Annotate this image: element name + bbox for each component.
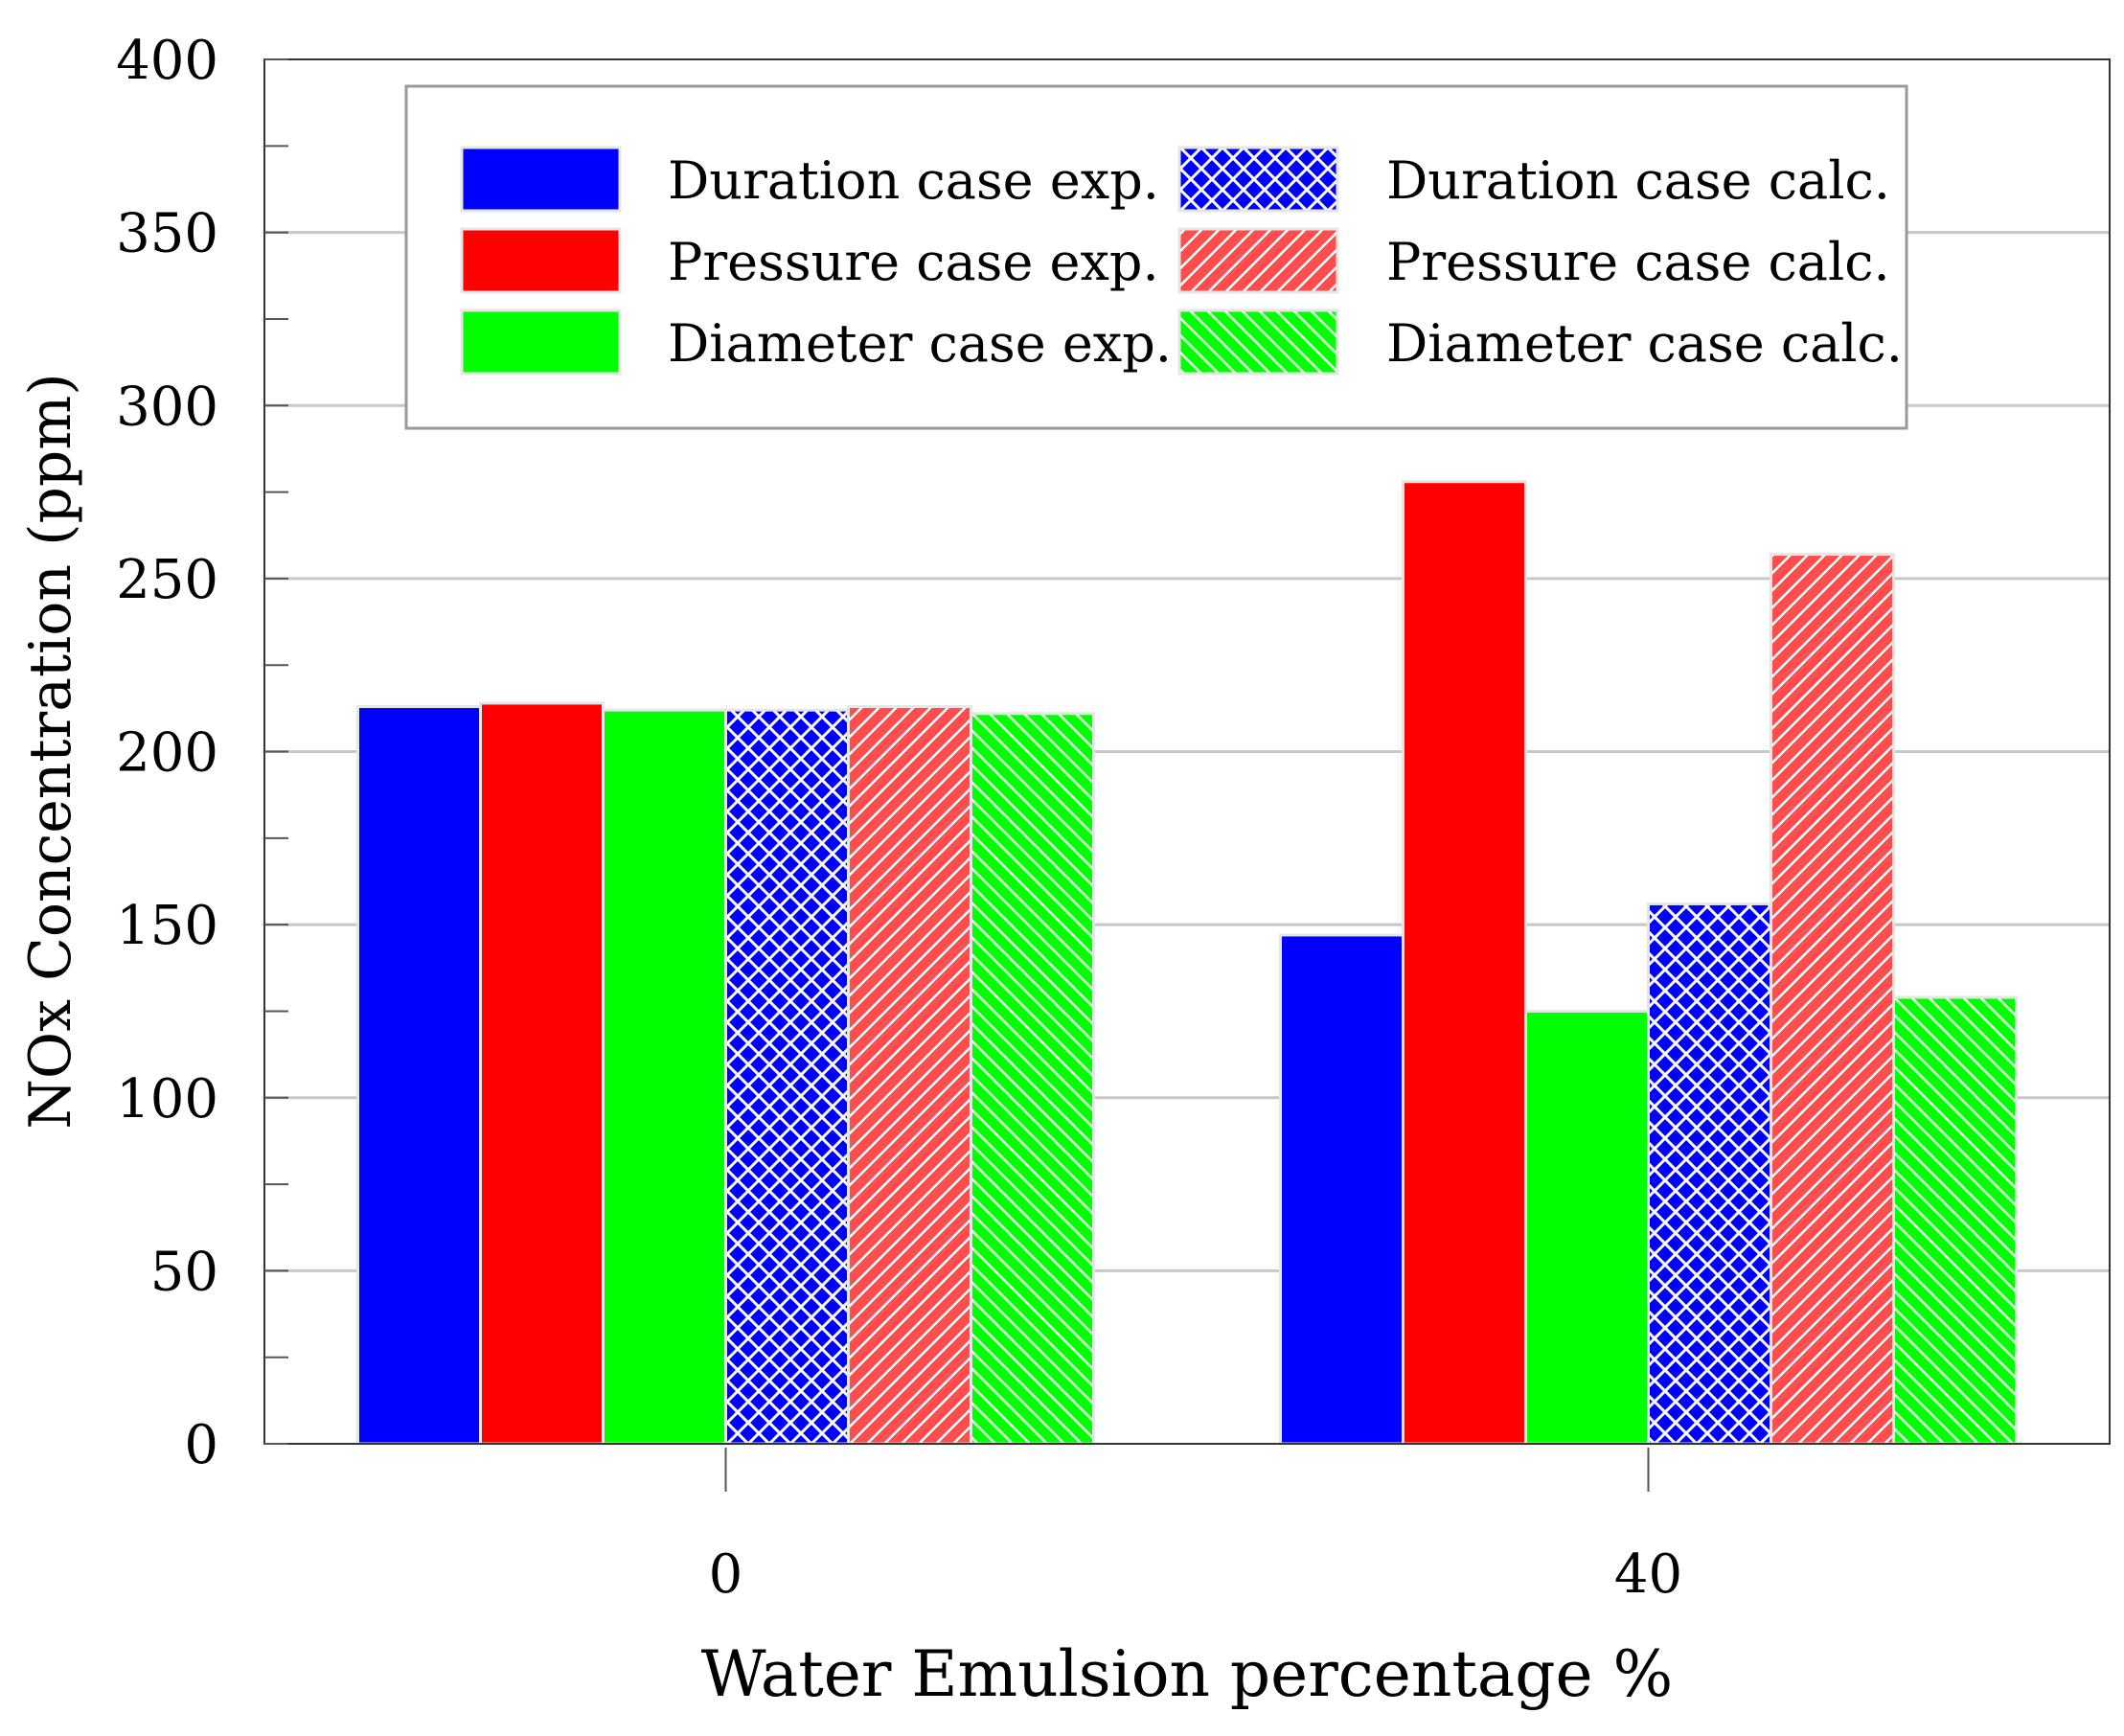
- y-axis-label: NOx Concentration (ppm): [17, 373, 84, 1129]
- y-tick-label: 0: [184, 1414, 218, 1476]
- y-tick-label: 400: [116, 30, 218, 92]
- y-axis: 0 50 100 150 200 250 300 350 400: [116, 30, 288, 1476]
- bars: [356, 480, 2018, 1446]
- bar-diameter-case-exp-0: [602, 708, 727, 1446]
- x-tick-label: 0: [709, 1543, 743, 1606]
- legend-swatch: [460, 146, 622, 213]
- y-tick-label: 300: [116, 376, 218, 438]
- y-tick-label: 100: [116, 1068, 218, 1131]
- bar-pressure-case-calc-40: [1770, 553, 1895, 1446]
- bar-diameter-case-calc-0: [970, 712, 1095, 1446]
- legend-swatch: [1177, 227, 1339, 294]
- legend: Duration case exp. Pressure case exp. Diam…: [404, 84, 1908, 430]
- x-axis: 0 40: [709, 1448, 1682, 1606]
- x-axis-label: Water Emulsion percentage %: [701, 1637, 1673, 1711]
- bar-duration-case-calc-0: [724, 708, 850, 1446]
- legend-box: [404, 84, 1908, 430]
- y-tick-label: 150: [116, 895, 218, 957]
- x-tick-label: 40: [1614, 1543, 1682, 1606]
- legend-label: Pressure case calc.: [1386, 232, 1890, 292]
- y-tick-label: 50: [150, 1241, 218, 1303]
- legend-swatch: [1177, 146, 1339, 213]
- legend-swatch: [460, 227, 622, 294]
- bar-diameter-case-calc-40: [1892, 995, 2018, 1446]
- legend-swatch: [460, 308, 622, 376]
- bar-pressure-case-exp-0: [479, 701, 605, 1446]
- y-tick-label: 250: [116, 549, 218, 611]
- bar-pressure-case-exp-40: [1402, 480, 1527, 1446]
- legend-swatch: [1177, 308, 1339, 376]
- y-tick-label: 200: [116, 722, 218, 785]
- legend-label: Duration case exp.: [668, 150, 1159, 211]
- legend-label: Diameter case exp.: [668, 313, 1172, 374]
- bar-duration-case-exp-0: [356, 705, 482, 1446]
- bar-diameter-case-exp-40: [1524, 1009, 1650, 1446]
- y-tick-label: 350: [116, 203, 218, 265]
- bar-duration-case-calc-40: [1647, 902, 1772, 1446]
- bar-duration-case-exp-40: [1279, 933, 1405, 1446]
- legend-label: Duration case calc.: [1386, 150, 1890, 211]
- legend-label: Diameter case calc.: [1386, 313, 1903, 374]
- legend-label: Pressure case exp.: [668, 232, 1159, 292]
- bar-pressure-case-calc-0: [847, 705, 972, 1446]
